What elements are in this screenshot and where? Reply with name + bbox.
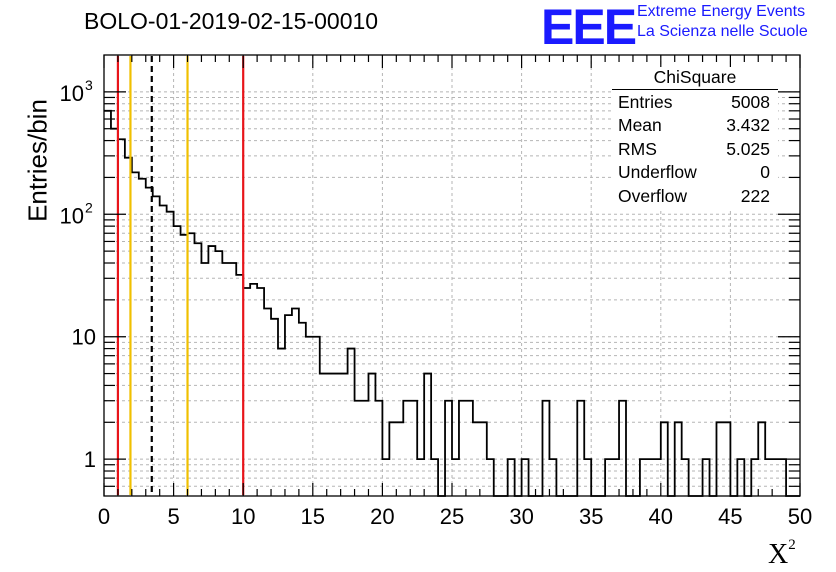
logo-line-2: La Scienza nelle Scuole <box>637 23 808 40</box>
stats-value: 0 <box>760 162 770 183</box>
x-axis-label-base: X <box>768 539 789 570</box>
stats-label: Overflow <box>618 185 688 206</box>
x-tick-label: 20 <box>370 504 394 529</box>
stats-row-mean: Mean 3.432 <box>612 115 778 138</box>
x-axis-label: X2 <box>768 537 796 571</box>
logo-line-1: Extreme Energy Events <box>637 3 806 20</box>
stats-title: ChiSquare <box>612 67 778 90</box>
y-tick-label: 10 <box>60 81 84 106</box>
x-tick-label: 35 <box>579 504 603 529</box>
stats-label: RMS <box>618 138 657 159</box>
stats-value: 5.025 <box>726 138 770 159</box>
x-tick-label: 15 <box>301 504 325 529</box>
histogram-line <box>104 109 800 497</box>
x-tick-label: 25 <box>440 504 464 529</box>
y-tick-label-exponent: 3 <box>85 77 93 93</box>
y-tick-label: 1 <box>84 447 96 472</box>
stats-label: Mean <box>618 115 662 136</box>
stats-row-rms: RMS 5.025 <box>612 139 778 162</box>
y-tick-label-exponent: 2 <box>85 199 93 215</box>
stats-row-entries: Entries 5008 <box>612 92 778 115</box>
y-axis-label: Entries/bin <box>22 99 53 222</box>
x-tick-label: 40 <box>649 504 673 529</box>
eee-logo: EEE <box>541 0 637 55</box>
x-tick-label: 10 <box>231 504 255 529</box>
stats-box: ChiSquare Entries 5008 Mean 3.432 RMS 5.025… <box>612 67 778 209</box>
chart-title: BOLO-01-2019-02-15-00010 <box>84 8 379 34</box>
x-tick-label: 45 <box>718 504 742 529</box>
y-tick-label: 10 <box>72 325 96 350</box>
histogram-series <box>104 109 800 497</box>
x-tick-label: 50 <box>788 504 812 529</box>
stats-value: 3.432 <box>726 115 770 136</box>
stats-row-overflow: Overflow 222 <box>612 186 778 209</box>
stats-value: 5008 <box>731 92 770 112</box>
stats-label: Entries <box>618 92 673 112</box>
x-tick-label: 5 <box>167 504 179 529</box>
stats-row-underflow: Underflow 0 <box>612 162 778 185</box>
y-tick-label: 10 <box>60 203 84 228</box>
x-tick-label: 30 <box>509 504 533 529</box>
axis-ticks <box>103 55 801 496</box>
marker-lines <box>116 56 245 495</box>
stats-label: Underflow <box>618 162 697 183</box>
stats-value: 222 <box>740 185 770 206</box>
x-axis-label-superscript: 2 <box>788 537 796 553</box>
x-tick-label: 0 <box>98 504 110 529</box>
